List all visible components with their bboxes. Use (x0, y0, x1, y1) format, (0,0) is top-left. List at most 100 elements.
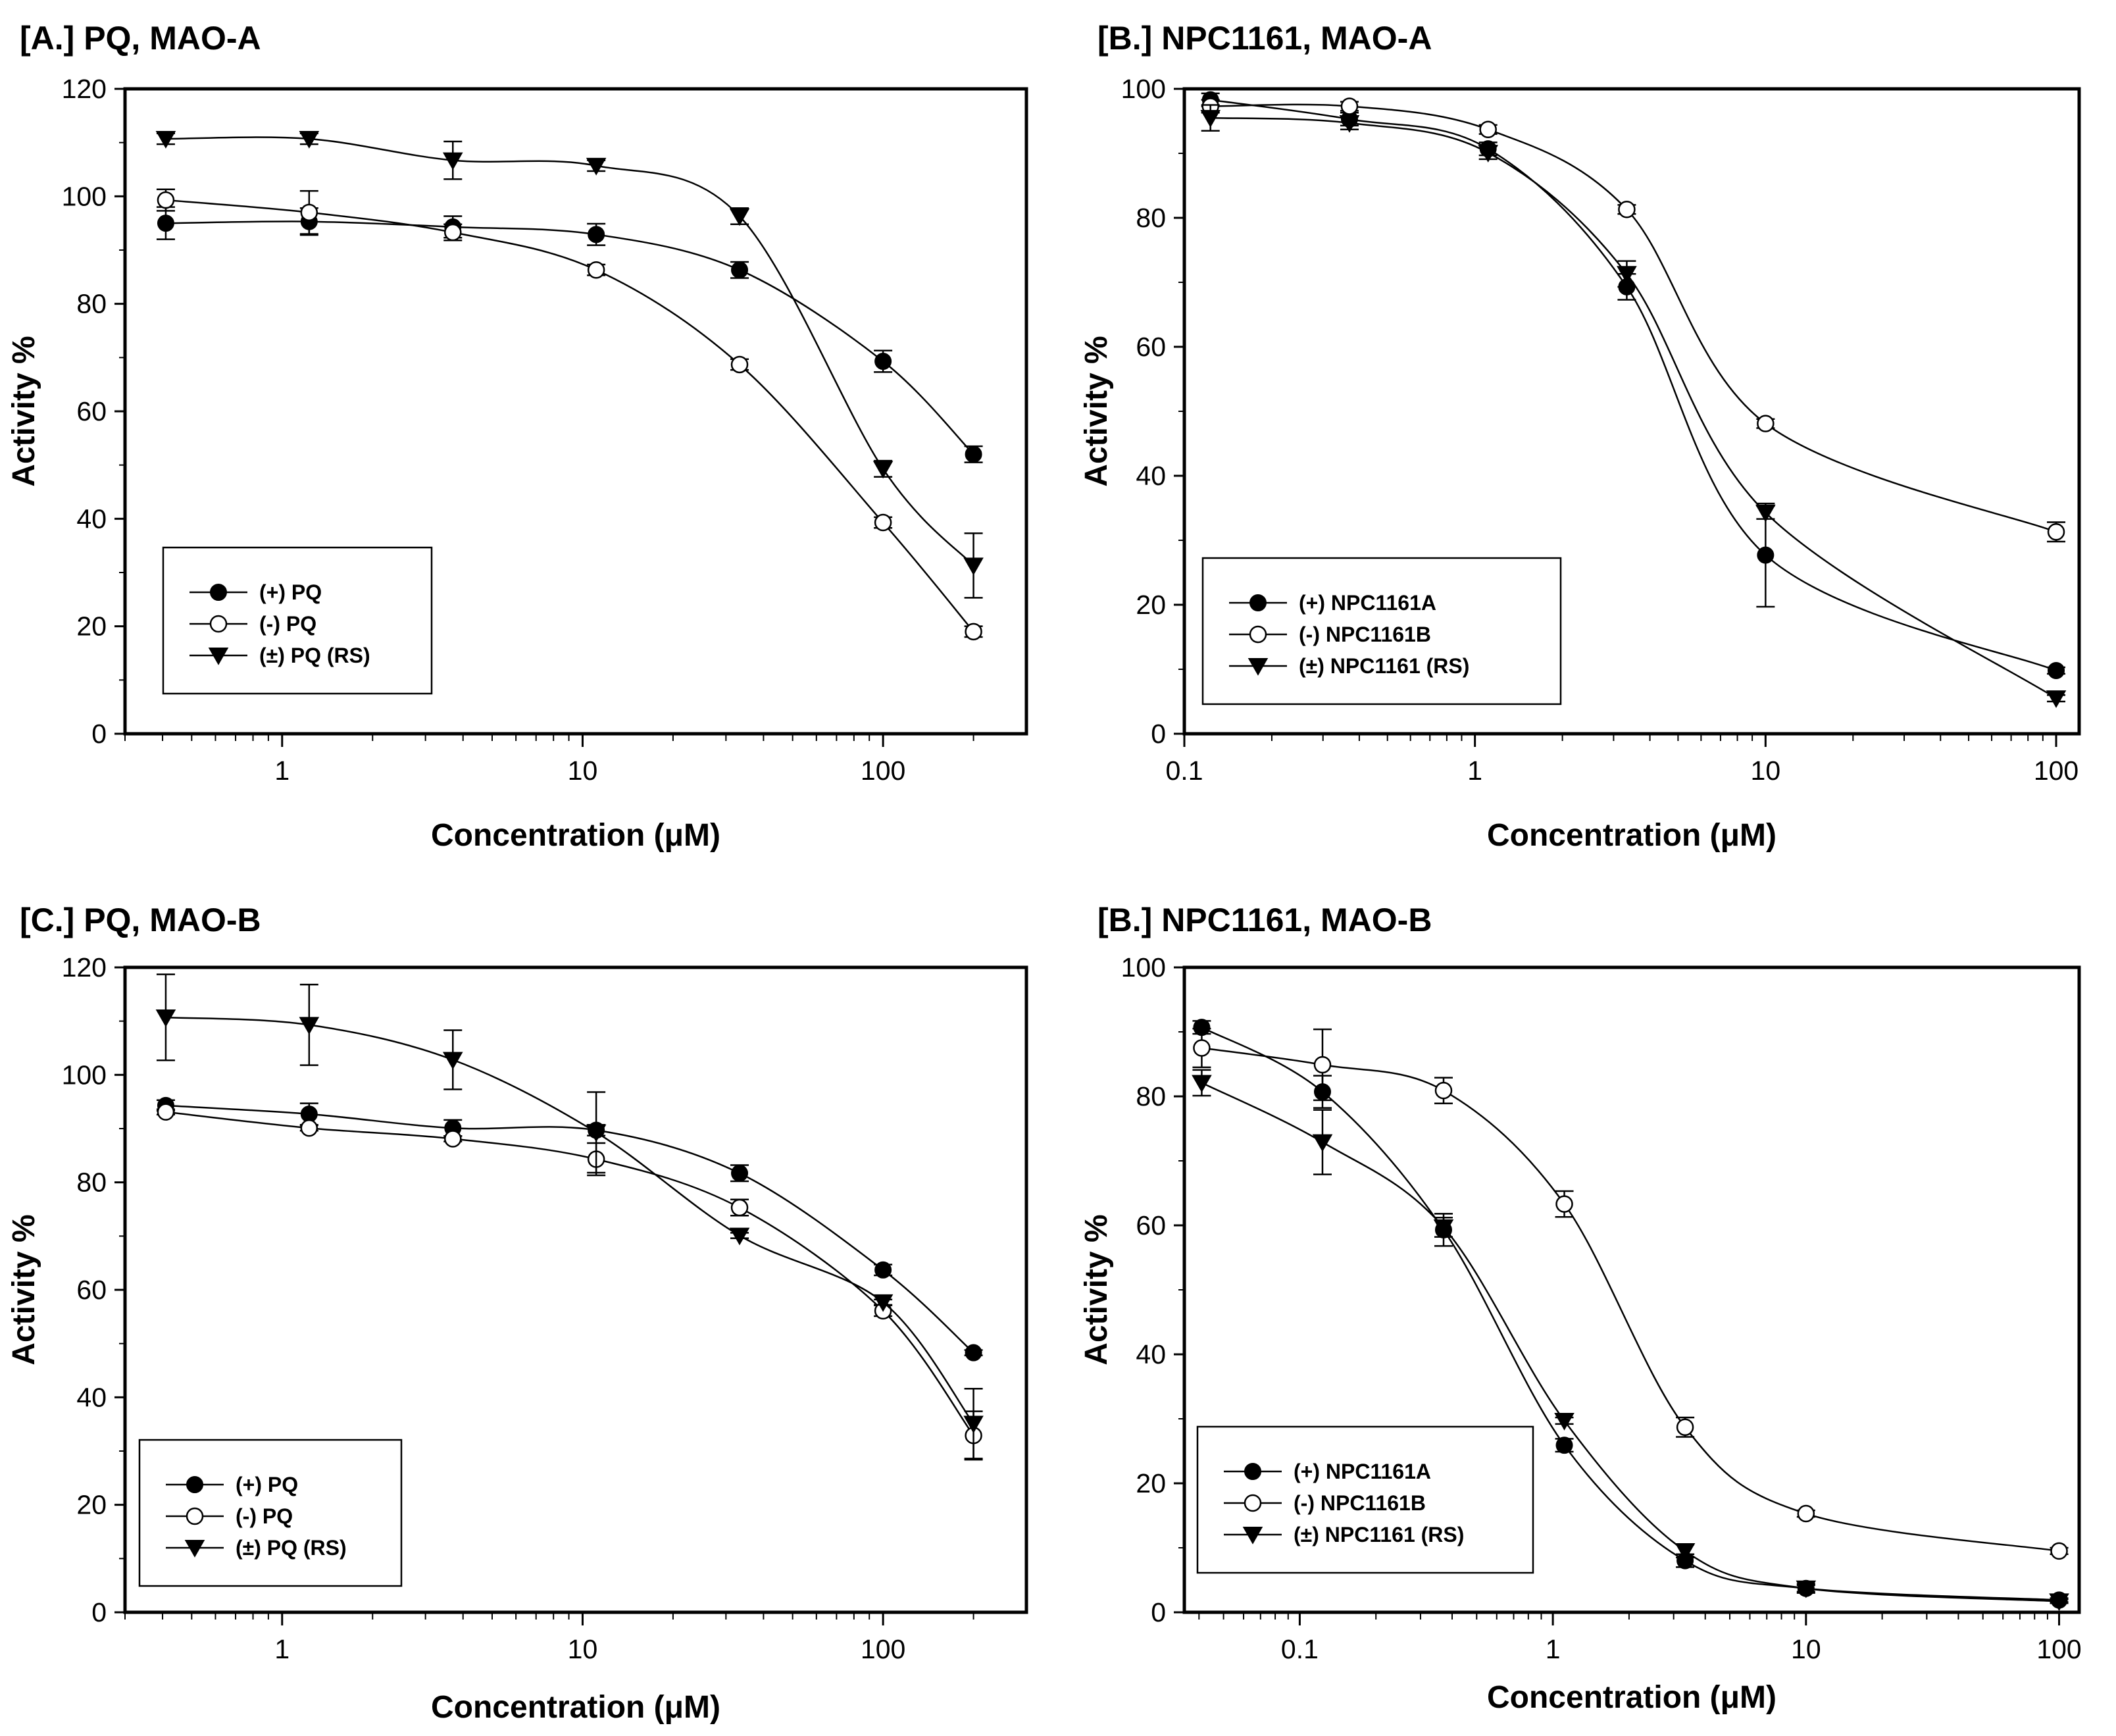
legend-marker (210, 584, 227, 601)
data-point (1555, 1195, 1573, 1213)
data-point (442, 1052, 463, 1070)
data-point (442, 152, 463, 170)
series-1 (156, 1096, 983, 1362)
legend-marker (186, 1476, 203, 1493)
y-axis-label: Activity % (7, 336, 41, 486)
y-axis-label: Activity % (1079, 336, 1114, 486)
x-axis-label: Concentration (μM) (431, 1690, 720, 1725)
x-tick-label: 0.1 (1281, 1634, 1319, 1664)
x-tick-label: 1 (1467, 755, 1482, 786)
legend-label: (±) NPC1161 (RS) (1294, 1523, 1464, 1546)
legend-label: (+) NPC1161A (1294, 1460, 1431, 1483)
y-tick-label: 40 (76, 503, 107, 534)
data-point (444, 223, 462, 242)
x-tick-label: 100 (2036, 1634, 2081, 1664)
data-point (1339, 115, 1360, 133)
data-point (1797, 1504, 1815, 1523)
data-point (155, 131, 176, 149)
data-point (874, 513, 892, 532)
legend: (+) NPC1161A (-) NPC1161B (±) NPC1161 (RS) (1196, 1425, 1534, 1574)
data-point (1618, 201, 1636, 218)
data-point (157, 215, 174, 232)
data-point (1555, 1437, 1573, 1454)
data-point (1617, 266, 1637, 284)
data-point (1478, 145, 1498, 163)
y-tick-label: 60 (1136, 1210, 1166, 1240)
data-point (1676, 1418, 1694, 1436)
data-point (1755, 504, 1776, 523)
series-3 (155, 131, 984, 599)
data-point (965, 446, 982, 463)
y-tick-label: 80 (1136, 203, 1166, 233)
x-tick-label: 100 (861, 1634, 905, 1664)
data-point (1200, 110, 1221, 128)
x-tick-label: 1 (274, 1634, 290, 1664)
x-tick-label: 10 (1751, 755, 1781, 786)
y-tick-label: 40 (1136, 461, 1166, 491)
legend-label: (±) PQ (RS) (259, 644, 370, 667)
legend-label: (-) PQ (236, 1504, 293, 1528)
y-tick-label: 80 (76, 1167, 107, 1198)
chart-title: [B.] NPC1161, MAO-B (1097, 902, 1432, 938)
data-point (963, 557, 984, 576)
y-tick-label: 40 (76, 1382, 107, 1412)
series-line (165, 1111, 974, 1437)
x-tick-label: 100 (2034, 755, 2078, 786)
data-point (300, 1119, 318, 1137)
x-tick-label: 1 (274, 755, 290, 786)
y-tick-label: 100 (1121, 74, 1166, 104)
data-point (1192, 1075, 1212, 1093)
data-point (1433, 1219, 1454, 1237)
legend-marker (1247, 658, 1269, 676)
data-point (1479, 120, 1497, 138)
legend-box (138, 1439, 403, 1587)
chart-panel-2: [B.] NPC1161, MAO-A 0 20 40 60 80 100 0.1 1 10 100… (1079, 20, 2081, 853)
data-point (588, 226, 605, 243)
data-point (963, 1416, 984, 1434)
x-axis-label: Concentration (μM) (1487, 1680, 1776, 1715)
legend: (+) NPC1161A (-) NPC1161B (±) NPC1161 (RS) (1201, 557, 1562, 705)
data-point (157, 1103, 175, 1121)
y-tick-label: 100 (1121, 952, 1166, 983)
y-tick-label: 0 (1151, 1597, 1166, 1627)
data-point (299, 1017, 320, 1035)
legend-label: (±) PQ (RS) (236, 1536, 347, 1560)
legend-label: (+) PQ (236, 1473, 298, 1496)
series-line (165, 136, 974, 567)
legend-marker (1244, 1463, 1261, 1480)
data-point (2046, 690, 2067, 708)
legend-marker (1249, 625, 1267, 644)
data-point (730, 1198, 749, 1217)
x-tick-label: 1 (1546, 1634, 1561, 1664)
y-tick-label: 20 (76, 611, 107, 642)
legend-marker (184, 1540, 205, 1558)
legend-label: (±) NPC1161 (RS) (1299, 654, 1469, 678)
y-tick-label: 0 (91, 1597, 107, 1627)
data-point (1434, 1081, 1453, 1100)
data-point (444, 1130, 462, 1148)
y-tick-label: 20 (1136, 1468, 1166, 1498)
data-point (874, 353, 892, 370)
chart-title: [A.] PQ, MAO-A (20, 20, 261, 57)
data-point (1757, 415, 1775, 432)
legend: (+) PQ (-) PQ (±) PQ (RS) (162, 546, 433, 695)
series-line (165, 1016, 974, 1425)
series-line (165, 1104, 974, 1354)
data-point (2050, 1542, 2068, 1560)
y-tick-label: 20 (76, 1490, 107, 1520)
data-point (2048, 661, 2065, 679)
data-point (300, 203, 318, 222)
data-point (1312, 1134, 1333, 1152)
legend-label: (-) NPC1161B (1299, 623, 1431, 646)
series-3 (155, 973, 984, 1460)
x-axis-label: Concentration (μM) (1487, 818, 1776, 853)
chart-title: [B.] NPC1161, MAO-A (1097, 20, 1432, 57)
legend-marker (1244, 1494, 1262, 1512)
data-point (965, 623, 982, 641)
data-point (731, 1164, 749, 1182)
data-point (586, 157, 607, 176)
x-tick-label: 100 (861, 755, 905, 786)
legend-marker (209, 615, 228, 633)
